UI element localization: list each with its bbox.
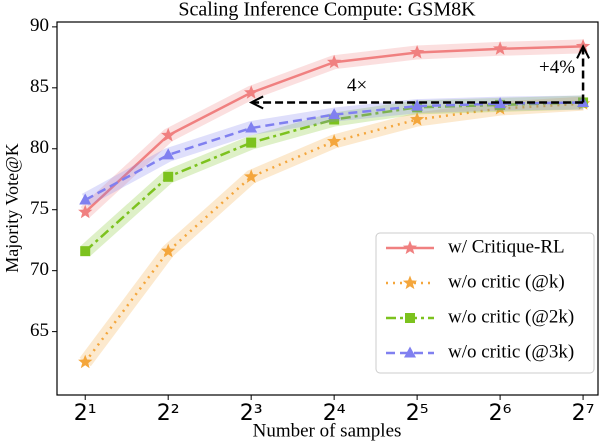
arrow-head (248, 95, 264, 110)
arrow-head (576, 44, 590, 59)
legend-box (375, 232, 595, 374)
marker (404, 346, 416, 358)
marker (327, 134, 342, 148)
marker (80, 246, 91, 257)
annotation: +4% (539, 57, 575, 78)
y-tick-label: 80 (30, 137, 49, 158)
confidence-band (80, 95, 584, 257)
annotation: 4× (347, 75, 367, 96)
legend-label: w/o critic (@2k) (448, 306, 574, 327)
y-tick-label: 65 (30, 320, 49, 341)
marker (405, 313, 415, 323)
y-axis-label: Majority Vote@K (2, 143, 22, 272)
legend-label: w/ Critique-RL (448, 236, 565, 257)
y-tick-label: 75 (30, 198, 49, 219)
legend-label: w/o critic (@3k) (448, 341, 574, 362)
marker (245, 121, 258, 133)
marker (78, 354, 93, 369)
marker (161, 243, 176, 258)
marker (402, 240, 418, 255)
chart-title: Scaling Inference Compute: GSM8K (178, 0, 476, 21)
marker (79, 193, 92, 205)
x-tick-label: 2² (157, 401, 180, 426)
x-tick-label: 2⁴ (323, 401, 346, 426)
marker (244, 169, 259, 183)
marker (494, 97, 507, 109)
marker (410, 45, 425, 59)
marker (163, 171, 174, 182)
marker (162, 148, 175, 160)
marker (246, 137, 257, 148)
marker (410, 112, 425, 126)
marker (161, 127, 176, 142)
y-tick-label: 70 (30, 259, 49, 280)
marker (327, 54, 342, 69)
x-tick-label: 2⁵ (406, 401, 429, 426)
marker (493, 41, 508, 55)
legend-label: w/o critic (@k) (448, 271, 565, 292)
y-tick-label: 85 (30, 76, 49, 97)
marker (244, 85, 259, 99)
marker (78, 204, 93, 219)
y-tick-label: 90 (30, 15, 49, 36)
x-axis-label: Number of samples (253, 420, 402, 441)
marker (411, 99, 424, 111)
plot-frame (56, 21, 599, 396)
marker (328, 108, 341, 120)
x-tick-label: 2⁷ (572, 401, 595, 426)
x-tick-label: 2³ (240, 401, 263, 426)
marker (402, 275, 418, 290)
x-tick-label: 2¹ (74, 401, 97, 426)
x-tick-label: 2⁶ (489, 401, 512, 426)
